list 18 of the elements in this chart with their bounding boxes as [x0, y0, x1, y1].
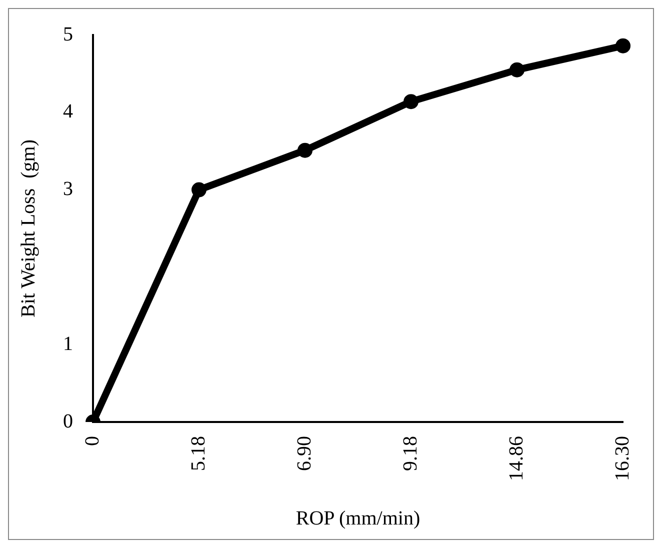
y-axis-title: Bit Weight Loss (gm) [17, 139, 40, 318]
x-axis-title: ROP (mm/min) [296, 507, 420, 530]
point [192, 182, 206, 198]
x-tick-label: 9.18 [399, 436, 422, 471]
x-tick-label: 14.86 [505, 436, 528, 481]
point [510, 62, 524, 78]
y-tick-label: 1 [63, 332, 73, 355]
x-tick-label: 6.90 [293, 436, 316, 471]
point [616, 38, 630, 54]
y-tick-label: 0 [63, 410, 73, 432]
point [404, 94, 418, 110]
y-tick-label: 4 [63, 100, 73, 123]
x-tick-label: 5.18 [187, 436, 210, 471]
y-tick-label: 3 [63, 178, 73, 200]
x-tick-label: 0 [81, 436, 104, 446]
y-tick-label: 5 [63, 23, 73, 46]
point [298, 142, 312, 158]
x-tick-label: 16.30 [611, 436, 634, 481]
